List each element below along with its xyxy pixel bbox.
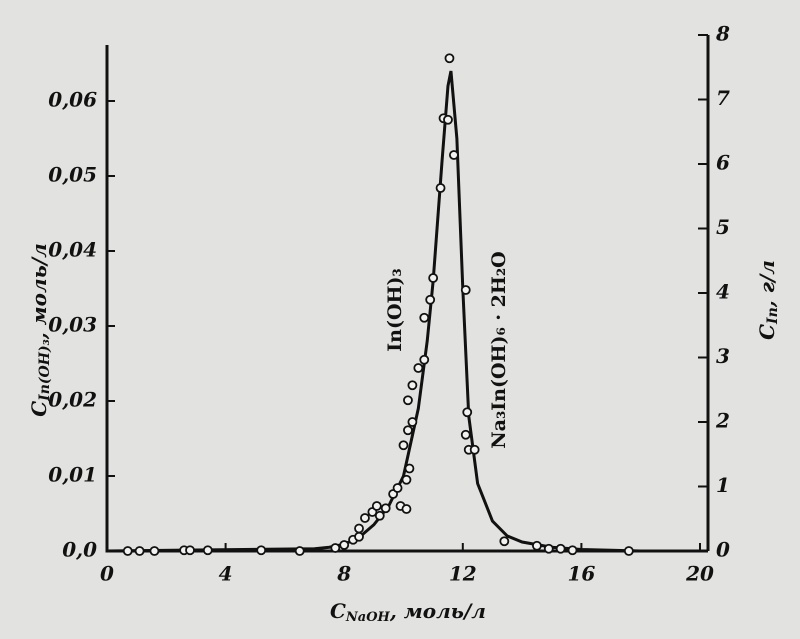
data-point	[360, 513, 370, 523]
y2-axis-label: CIn, г/л	[755, 260, 782, 340]
data-point	[460, 429, 471, 440]
data-point	[623, 546, 634, 556]
data-point	[256, 545, 267, 556]
data-point	[435, 183, 446, 193]
y2-tick-label: 3	[716, 344, 730, 368]
data-point	[419, 354, 430, 365]
data-point	[401, 504, 412, 514]
data-point	[374, 510, 385, 521]
data-point	[398, 440, 409, 451]
data-point	[555, 543, 566, 554]
data-point	[407, 380, 418, 391]
data-point	[462, 407, 473, 418]
data-point	[185, 545, 195, 556]
data-point	[403, 425, 413, 436]
y-tick-label: 0,04	[48, 238, 97, 262]
data-point	[469, 444, 480, 455]
y2-tick-label: 6	[716, 151, 730, 175]
y-axis-label: CIn(OH)₃, моль/л	[27, 243, 54, 417]
data-point	[354, 523, 364, 534]
data-point	[425, 294, 436, 305]
y-tick-label: 0,02	[48, 388, 97, 412]
data-point	[404, 463, 415, 474]
x-tick-label: 4	[219, 562, 233, 586]
x-tick-label: 0	[100, 562, 114, 586]
data-point	[460, 285, 471, 295]
data-point	[294, 546, 305, 556]
data-point	[122, 546, 133, 556]
data-point	[354, 531, 364, 542]
y2-tick-label: 1	[716, 473, 730, 497]
data-point	[202, 545, 213, 556]
y-tick-label: 0,05	[48, 163, 97, 187]
x-tick-label: 20	[685, 562, 714, 586]
y2-tick-label: 0	[716, 538, 730, 562]
data-point	[443, 114, 453, 125]
y2-tick-label: 5	[716, 215, 730, 239]
data-point	[532, 540, 542, 551]
y2-tick-label: 7	[716, 86, 730, 110]
data-point	[403, 395, 413, 406]
data-point	[401, 474, 412, 485]
y-tick-label: 0,03	[48, 313, 97, 337]
data-point	[567, 545, 578, 556]
data-point	[499, 536, 510, 547]
annotation: In(OH)₃	[384, 268, 406, 352]
y-tick-label: 0,06	[48, 88, 97, 112]
data-point	[392, 483, 403, 493]
y-tick-label: 0,01	[48, 463, 97, 487]
x-tick-label: 8	[336, 562, 351, 586]
data-point	[134, 546, 145, 556]
y2-tick-label: 8	[715, 22, 730, 46]
data-point	[413, 363, 424, 373]
x-tick-label: 16	[567, 562, 595, 586]
data-point	[330, 543, 341, 553]
data-point	[149, 546, 160, 556]
data-point	[339, 540, 350, 550]
y2-tick-label: 4	[716, 280, 730, 304]
data-point	[543, 543, 554, 554]
data-point	[449, 150, 459, 160]
x-tick-label: 12	[449, 562, 477, 586]
data-point	[371, 501, 382, 511]
data-point	[428, 273, 439, 283]
data-point	[444, 53, 455, 64]
annotation: Na₃In(OH)₆ · 2H₂O	[488, 251, 510, 448]
data-point	[380, 503, 391, 514]
x-axis-label: CNaOH, моль/л	[330, 599, 486, 625]
y-tick-label: 0,0	[62, 538, 97, 562]
y2-tick-label: 2	[715, 409, 730, 433]
data-point	[407, 417, 418, 427]
data-point	[419, 312, 430, 323]
